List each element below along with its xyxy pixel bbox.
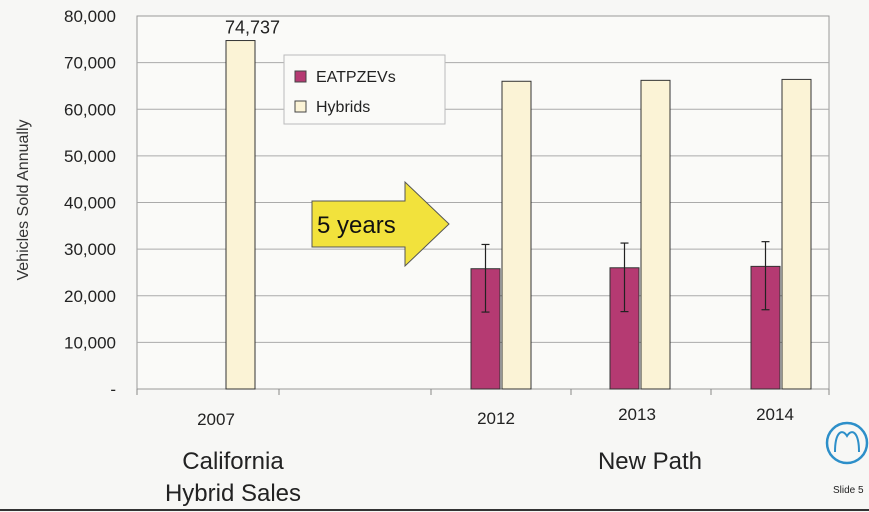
legend: EATPZEVs Hybrids	[283, 54, 446, 125]
y-axis-label: Vehicles Sold Annually	[15, 120, 32, 281]
x-tick-label: 2013	[618, 405, 656, 424]
bar-hybrids	[781, 78, 812, 390]
y-tick-label: 30,000	[64, 240, 116, 259]
arrow-label: 5 years	[317, 212, 396, 239]
group-label-california-line2: Hybrid Sales	[165, 480, 301, 507]
x-tick-label: 2007	[197, 410, 235, 429]
slide-number: Slide 5	[833, 485, 864, 496]
group-label-new-path: New Path	[598, 448, 702, 475]
y-tick-label: -	[110, 380, 116, 399]
bar-eatpzev	[609, 267, 640, 390]
group-label-california-line1: California	[182, 448, 284, 475]
slide-logo-icon	[825, 421, 869, 465]
legend-box	[283, 54, 446, 125]
bar-eatpzev	[470, 268, 501, 390]
legend-label-hybrids: Hybrids	[316, 99, 370, 116]
y-tick-label: 20,000	[64, 287, 116, 306]
bar-hybrids	[640, 79, 671, 390]
legend-swatch-hybrids	[294, 100, 307, 113]
y-tick-label: 80,000	[64, 7, 116, 26]
x-tick-label: 2012	[477, 409, 515, 428]
bar-hybrids	[501, 80, 532, 390]
y-tick-label: 70,000	[64, 54, 116, 73]
data-label: 74,737	[225, 18, 280, 38]
bar-hybrids	[225, 40, 256, 390]
five-years-arrow: 5 years	[311, 180, 450, 268]
legend-swatch-eatpzev	[294, 70, 307, 83]
y-tick-label: 10,000	[64, 333, 116, 352]
y-tick-label: 40,000	[64, 194, 116, 213]
x-tick-label: 2014	[756, 405, 794, 424]
legend-label-eatpzev: EATPZEVs	[316, 69, 396, 86]
y-tick-label: 60,000	[64, 100, 116, 119]
y-tick-label: 50,000	[64, 147, 116, 166]
